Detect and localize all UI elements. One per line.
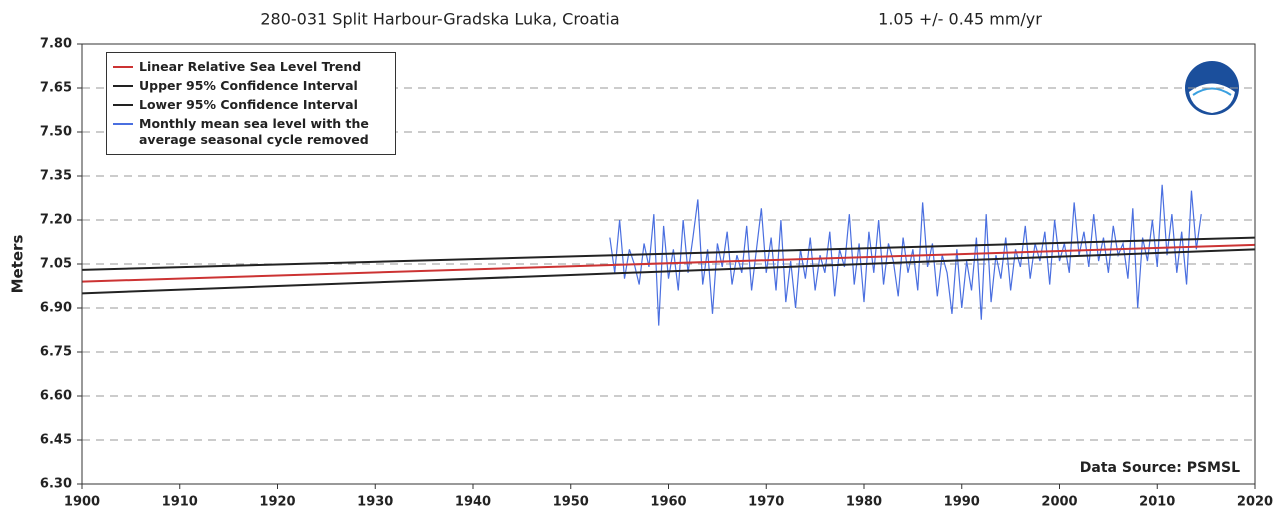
series-line [81, 236, 1256, 271]
y-axis-label: Meters [9, 235, 27, 294]
y-tick-label: 7.20 [40, 213, 72, 228]
legend-swatch [113, 123, 133, 125]
x-tick-label: 1970 [748, 495, 784, 510]
logo-line [1192, 87, 1232, 96]
x-tick-label: 1910 [162, 495, 198, 510]
x-tick-label: 1940 [455, 495, 491, 510]
y-tick-label: 6.75 [40, 345, 72, 360]
x-tick-label: 1980 [846, 495, 882, 510]
series-line [81, 248, 1256, 295]
x-tick-label: 2000 [1041, 495, 1077, 510]
noaa-logo [1185, 61, 1239, 115]
legend-swatch [113, 104, 133, 106]
y-tick-label: 7.65 [40, 81, 72, 96]
legend-swatch [113, 66, 133, 68]
y-tick-label: 7.80 [40, 37, 72, 52]
x-tick-label: 1990 [944, 495, 980, 510]
y-tick-label: 7.05 [40, 257, 72, 272]
legend-item: Monthly mean sea level with the average … [111, 116, 391, 148]
y-tick-label: 6.90 [40, 301, 72, 316]
legend-label: Upper 95% Confidence Interval [139, 78, 358, 93]
legend: Linear Relative Sea Level Trend Upper 95%… [106, 52, 396, 155]
chart-title: 280-031 Split Harbour-Gradska Luka, Croa… [260, 10, 619, 29]
y-tick-label: 6.60 [40, 389, 72, 404]
legend-label: Monthly mean sea level with the average … [139, 116, 369, 147]
series-line [81, 243, 1256, 283]
plot-frame [81, 43, 1256, 485]
chart-subtitle: 1.05 +/- 0.45 mm/yr [878, 10, 1042, 29]
legend-label: Lower 95% Confidence Interval [139, 97, 358, 112]
y-tick-label: 6.30 [40, 477, 72, 492]
x-tick-label: 1960 [650, 495, 686, 510]
y-tick-label: 7.50 [40, 125, 72, 140]
x-tick-label: 2020 [1237, 495, 1273, 510]
x-tick-label: 1950 [553, 495, 589, 510]
legend-item: Upper 95% Confidence Interval [111, 78, 391, 94]
legend-swatch [113, 85, 133, 87]
y-tick-label: 7.35 [40, 169, 72, 184]
x-tick-label: 1900 [64, 495, 100, 510]
legend-item: Lower 95% Confidence Interval [111, 97, 391, 113]
legend-item: Linear Relative Sea Level Trend [111, 59, 391, 75]
annotation: Data Source: PSMSL [1080, 460, 1240, 476]
x-tick-label: 2010 [1139, 495, 1175, 510]
y-tick-label: 6.45 [40, 433, 72, 448]
x-tick-label: 1930 [357, 495, 393, 510]
legend-label: Linear Relative Sea Level Trend [139, 59, 362, 74]
x-tick-label: 1920 [259, 495, 295, 510]
